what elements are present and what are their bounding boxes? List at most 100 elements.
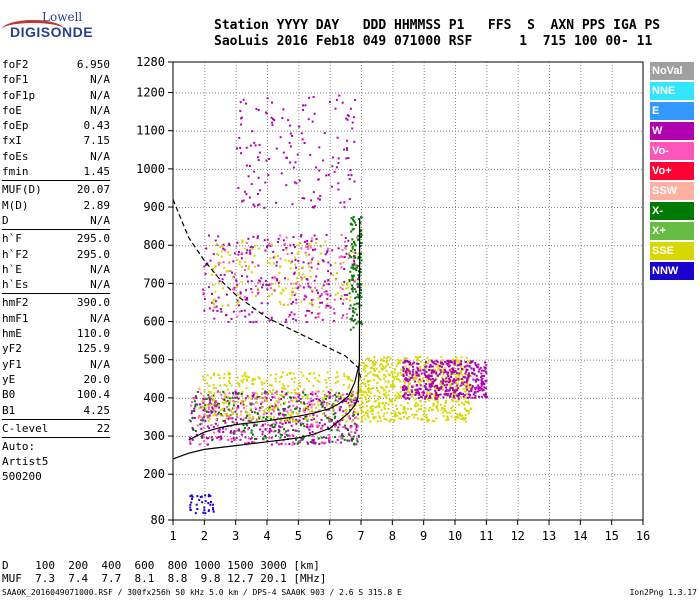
grid-dot <box>580 485 582 486</box>
x-tick-label: 15 <box>604 529 618 543</box>
grid-dot <box>227 359 228 361</box>
grid-dot <box>611 410 613 411</box>
grid-dot <box>611 341 613 342</box>
grid-dot <box>623 436 624 438</box>
grid-dot <box>298 461 300 462</box>
grid-dot <box>611 359 613 360</box>
grid-dot <box>611 221 613 222</box>
grid-dot <box>221 359 222 361</box>
echo-point <box>352 399 355 402</box>
grid-dot <box>629 245 630 247</box>
echo-point <box>282 151 285 154</box>
echo-point <box>323 423 326 426</box>
grid-dot <box>423 248 425 249</box>
grid-dot <box>486 176 488 177</box>
grid-dot <box>549 215 550 216</box>
grid-dot <box>580 290 582 291</box>
grid-dot <box>434 283 435 285</box>
grid-dot <box>298 119 300 120</box>
grid-dot <box>361 83 362 84</box>
grid-dot <box>587 359 588 361</box>
grid-dot <box>611 473 613 474</box>
echo-point <box>309 286 312 289</box>
grid-dot <box>524 130 525 132</box>
grid-dot <box>580 152 582 153</box>
echo-point <box>269 427 271 430</box>
grid-dot <box>563 283 564 285</box>
grid-dot <box>287 207 288 209</box>
grid-dot <box>509 359 510 361</box>
grid-dot <box>557 245 558 247</box>
echo-point <box>342 410 345 413</box>
grid-dot <box>423 239 425 240</box>
grid-dot <box>578 207 579 209</box>
echo-point <box>272 256 275 259</box>
echo-point <box>340 294 343 297</box>
echo-point <box>336 272 338 275</box>
grid-dot <box>473 207 474 209</box>
echo-point <box>280 398 283 401</box>
echo-point <box>306 423 309 426</box>
grid-dot <box>584 321 585 323</box>
grid-dot <box>486 437 488 438</box>
param-row: fmin 1.45 <box>2 164 110 179</box>
grid-dot <box>395 207 396 209</box>
echo-point <box>298 393 301 396</box>
grid-dot <box>305 207 306 209</box>
grid-dot <box>611 227 613 228</box>
grid-dot <box>204 119 206 120</box>
grid-dot <box>549 305 550 306</box>
grid-dot <box>329 260 331 261</box>
grid-dot <box>267 461 268 462</box>
grid-dot <box>626 359 627 361</box>
grid-dot <box>361 503 362 504</box>
grid-dot <box>392 168 393 170</box>
grid-dot <box>203 207 204 209</box>
grid-dot <box>527 474 528 476</box>
grid-dot <box>204 290 206 291</box>
grid-dot <box>423 263 425 264</box>
echo-point <box>268 431 271 434</box>
grid-dot <box>347 245 348 247</box>
echo-point <box>344 247 347 250</box>
grid-dot <box>580 194 582 195</box>
echo-point <box>312 399 315 402</box>
grid-dot <box>549 176 550 177</box>
grid-dot <box>204 65 206 66</box>
echo-point <box>302 417 305 420</box>
grid-dot <box>392 101 394 102</box>
grid-dot <box>413 130 414 132</box>
grid-dot <box>423 206 425 207</box>
grid-dot <box>212 207 213 209</box>
grid-dot <box>361 125 362 126</box>
echo-point <box>305 254 308 257</box>
grid-dot <box>200 397 201 399</box>
echo-point <box>226 400 229 402</box>
grid-dot <box>611 122 613 123</box>
grid-dot <box>518 359 519 361</box>
grid-dot <box>464 321 465 323</box>
grid-dot <box>182 359 183 361</box>
grid-dot <box>380 474 381 476</box>
grid-dot <box>353 130 354 132</box>
grid-dot <box>361 113 362 114</box>
grid-dot <box>423 71 425 72</box>
grid-dot <box>298 314 300 315</box>
grid-dot <box>536 92 537 94</box>
grid-dot <box>485 168 486 170</box>
grid-dot <box>204 338 206 339</box>
grid-dot <box>235 236 237 237</box>
grid-dot <box>305 283 306 285</box>
grid-dot <box>517 500 519 501</box>
grid-dot <box>317 207 318 209</box>
echo-point <box>353 410 355 413</box>
grid-dot <box>486 341 488 342</box>
grid-dot <box>329 134 331 135</box>
grid-dot <box>580 287 582 288</box>
grid-dot <box>455 320 456 321</box>
grid-dot <box>611 197 613 198</box>
grid-dot <box>329 443 331 444</box>
x-tick-label: 14 <box>573 529 587 543</box>
grid-dot <box>617 130 618 132</box>
grid-dot <box>580 377 582 378</box>
